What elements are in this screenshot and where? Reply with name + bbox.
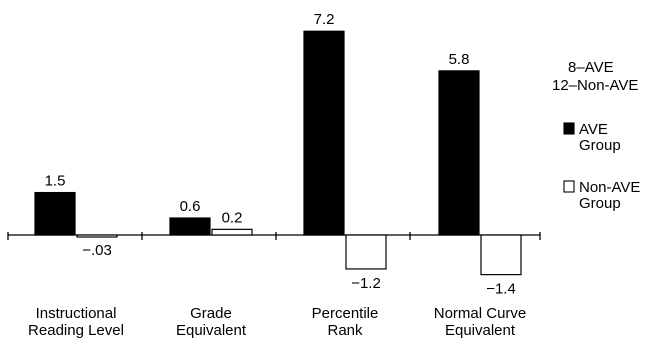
- legend-swatch-ave: [563, 122, 575, 135]
- category-label: Percentile Rank: [312, 305, 379, 339]
- ave-value-label: 5.8: [449, 51, 470, 68]
- ave-value-label: 0.6: [180, 198, 201, 215]
- sample-note-ave: 8–AVE: [568, 59, 614, 76]
- non-ave-bar: [480, 234, 522, 276]
- non-ave-bar: [345, 234, 387, 270]
- ave-bar: [438, 70, 480, 236]
- non-ave-value-label: −1.2: [351, 275, 381, 292]
- non-ave-bar: [211, 228, 253, 236]
- sample-note-non-ave: 12–Non-AVE: [552, 77, 638, 94]
- ave-bar: [303, 30, 345, 236]
- ave-value-label: 7.2: [314, 11, 335, 28]
- ave-bar: [34, 191, 76, 236]
- non-ave-value-label: −1.4: [486, 281, 516, 298]
- category-label: Normal Curve Equivalent: [434, 305, 527, 339]
- ave-bar: [169, 217, 211, 236]
- labels-layer: 1.5 0.6 7.2 5.8 −.03 0.2 −1.2 −1.4 Instructional…: [28, 11, 526, 339]
- category-label: Grade Equivalent: [176, 305, 247, 339]
- ave-value-label: 1.5: [45, 173, 66, 190]
- legend-label-ave: AVE Group: [579, 121, 621, 154]
- legend-swatch-non-ave: [563, 180, 575, 193]
- bars-layer: [34, 30, 522, 276]
- non-ave-value-label: 0.2: [222, 209, 243, 226]
- category-label: Instructional Reading Level: [28, 305, 124, 339]
- non-ave-value-label: −.03: [82, 242, 112, 259]
- non-ave-bar: [76, 234, 118, 238]
- legend-label-non-ave: Non-AVE Group: [579, 179, 640, 212]
